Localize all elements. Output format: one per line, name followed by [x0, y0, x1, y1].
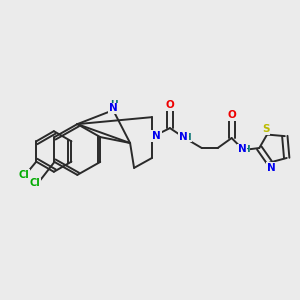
Text: N: N: [179, 132, 188, 142]
Text: H: H: [242, 145, 250, 154]
Text: N: N: [267, 163, 275, 173]
Text: H: H: [183, 133, 191, 142]
Text: Cl: Cl: [18, 170, 29, 180]
Text: N: N: [109, 103, 118, 113]
Text: O: O: [166, 100, 174, 110]
Text: N: N: [152, 131, 161, 141]
Text: N: N: [238, 144, 246, 154]
Text: O: O: [227, 110, 236, 120]
Text: Cl: Cl: [29, 178, 40, 188]
Text: S: S: [262, 124, 269, 134]
Text: H: H: [110, 100, 118, 109]
